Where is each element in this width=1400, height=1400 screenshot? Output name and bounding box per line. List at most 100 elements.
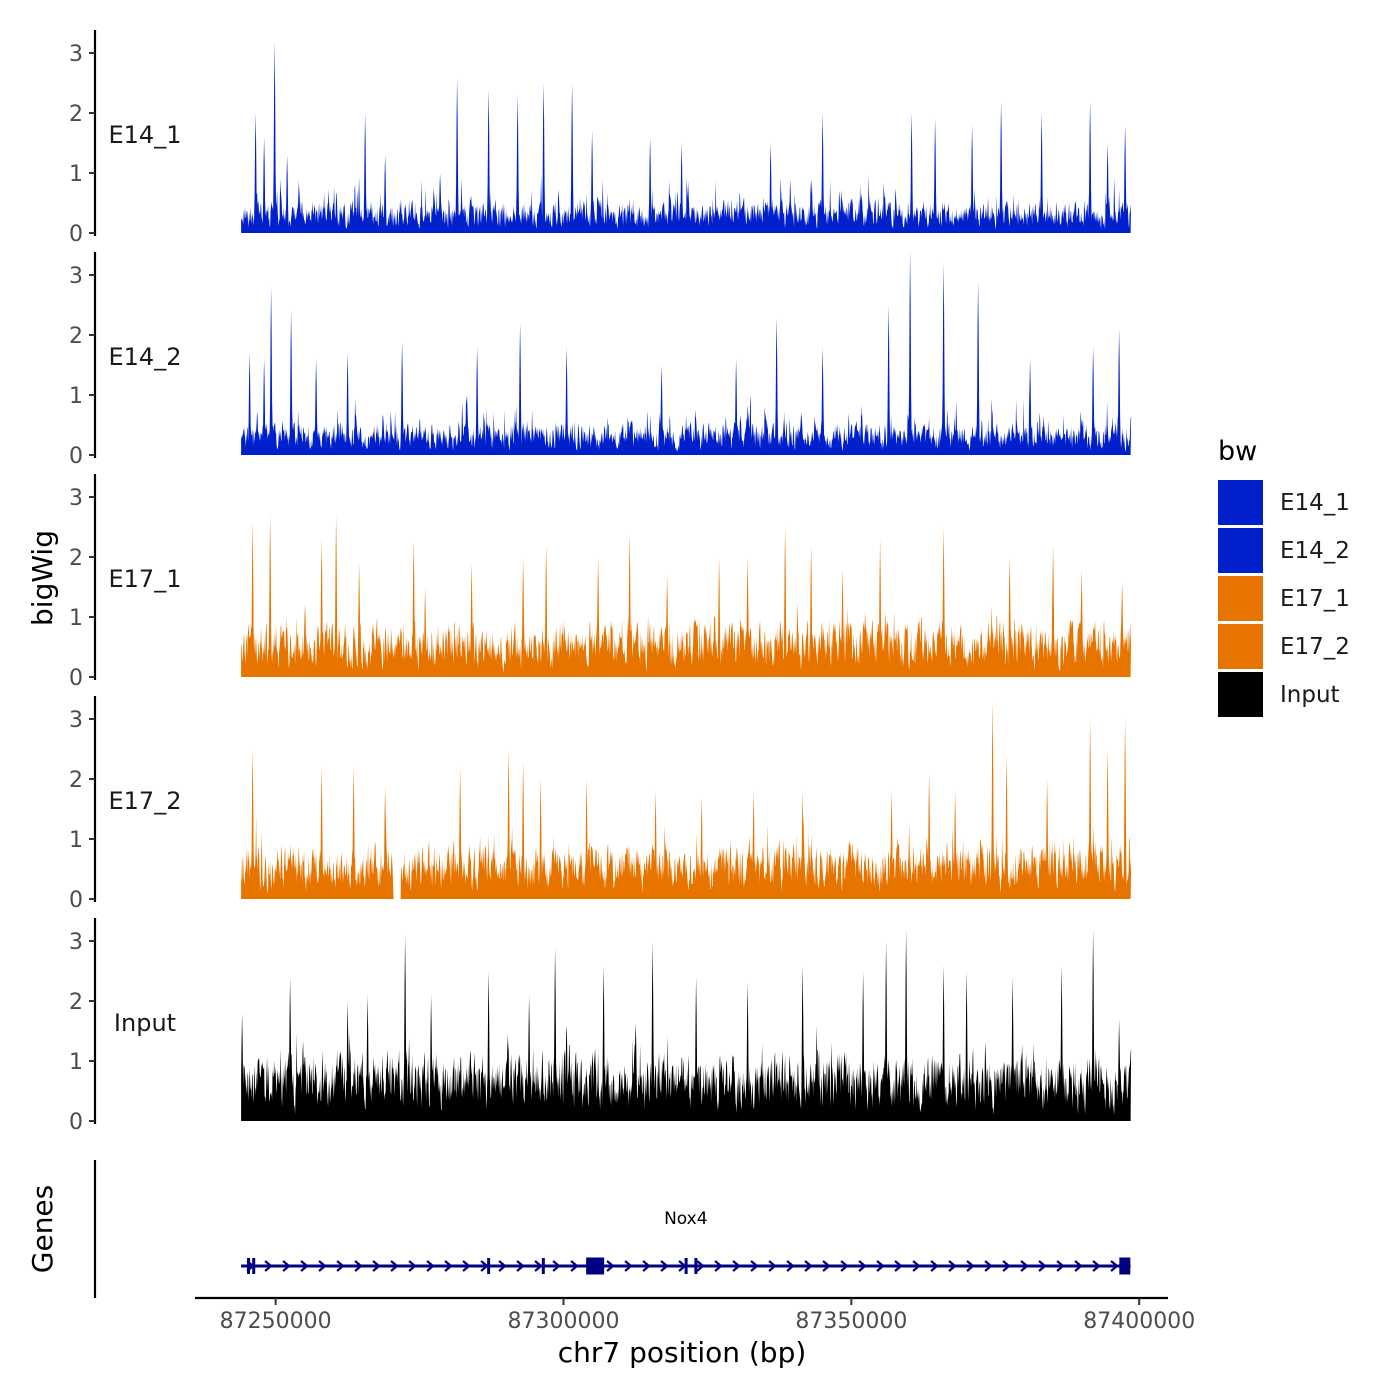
strand-arrow [948, 1260, 957, 1272]
y-tick-label-E14_2-3: 3 [69, 264, 83, 289]
signal-area-Input [241, 929, 1132, 1121]
exon-Nox4-8 [1119, 1257, 1131, 1275]
strand-arrow [804, 1260, 813, 1272]
legend-swatch-Input [1218, 672, 1263, 717]
strand-arrow [930, 1260, 939, 1272]
track-label-E14_2: E14_2 [109, 343, 182, 371]
strand-arrow [732, 1260, 741, 1272]
strand-arrow [750, 1260, 759, 1272]
strand-arrow [786, 1260, 795, 1272]
exon-Nox4-2 [252, 1258, 256, 1274]
legend-label-E17_2: E17_2 [1280, 634, 1350, 660]
strand-arrow [660, 1260, 669, 1272]
strand-arrow [822, 1260, 831, 1272]
track-E17_1: 0 1 2 3 E17_1 [69, 474, 1132, 691]
y-tick-label-E14_1-3: 3 [69, 42, 83, 67]
x-tick-label-87300000: 87300000 [507, 1309, 619, 1334]
signal-area-E17_2 [241, 701, 1132, 899]
exon-Nox4-5 [586, 1257, 605, 1275]
y-tick-label-E17_2-1: 1 [69, 828, 83, 853]
y-tick-label-E17_2-2: 2 [69, 768, 83, 793]
y-axis-title: bigWig [26, 530, 59, 626]
track-label-E17_1: E17_1 [109, 565, 182, 593]
y-tick-label-Input-3: 3 [69, 930, 83, 955]
strand-arrow [1020, 1260, 1029, 1272]
x-axis-title: chr7 position (bp) [558, 1336, 807, 1369]
strand-arrow [606, 1260, 615, 1272]
track-Input: 0 1 2 3 Input [69, 918, 1132, 1135]
x-tick-label-87400000: 87400000 [1083, 1309, 1195, 1334]
track-E14_1: 0 1 2 3 E14_1 [69, 30, 1132, 247]
x-tick-label-87250000: 87250000 [220, 1309, 332, 1334]
strand-arrow [966, 1260, 975, 1272]
gene-track: Genes Nox4 [26, 1160, 1131, 1298]
exon-Nox4-3 [487, 1258, 491, 1274]
y-tick-label-E14_1-0: 0 [69, 222, 83, 247]
track-E14_2: 0 1 2 3 E14_2 [69, 251, 1132, 469]
y-tick-label-E17_1-2: 2 [69, 546, 83, 571]
strand-arrow [1002, 1260, 1011, 1272]
exon-Nox4-7 [694, 1258, 698, 1274]
strand-arrow [840, 1260, 849, 1272]
strand-arrow [498, 1260, 507, 1272]
strand-arrow [552, 1260, 561, 1272]
strand-arrow [318, 1260, 327, 1272]
strand-arrow [642, 1260, 651, 1272]
track-E17_2: 0 1 2 3 E17_2 [69, 696, 1132, 913]
y-tick-label-E17_1-0: 0 [69, 666, 83, 691]
strand-arrow [858, 1260, 867, 1272]
strand-arrow [1074, 1260, 1083, 1272]
strand-arrow [624, 1260, 633, 1272]
strand-arrow [768, 1260, 777, 1272]
strand-arrow [444, 1260, 453, 1272]
legend-label-E14_1: E14_1 [1280, 490, 1350, 516]
y-tick-label-E14_2-0: 0 [69, 444, 83, 469]
y-tick-label-Input-1: 1 [69, 1050, 83, 1075]
strand-arrow [1092, 1260, 1101, 1272]
strand-arrow [408, 1260, 417, 1272]
legend: bw E14_1 E14_2 E17_1 E17_2 Input [1218, 436, 1350, 717]
legend-swatch-E14_1 [1218, 480, 1263, 525]
signal-area-E14_1 [241, 41, 1132, 233]
legend-swatch-E14_2 [1218, 528, 1263, 573]
y-tick-label-E17_1-1: 1 [69, 606, 83, 631]
genes-axis-title: Genes [26, 1185, 59, 1273]
signal-area-E17_1 [241, 515, 1132, 677]
y-tick-label-E14_1-2: 2 [69, 102, 83, 127]
strand-arrow [714, 1260, 723, 1272]
y-tick-label-Input-0: 0 [69, 1110, 83, 1135]
strand-arrow [1056, 1260, 1065, 1272]
y-tick-label-E17_2-0: 0 [69, 888, 83, 913]
strand-arrow [336, 1260, 345, 1272]
y-tick-label-E14_2-1: 1 [69, 384, 83, 409]
y-tick-label-E14_1-1: 1 [69, 162, 83, 187]
track-label-E17_2: E17_2 [109, 787, 182, 815]
legend-label-E17_1: E17_1 [1280, 586, 1350, 612]
gene-label-Nox4: Nox4 [664, 1209, 707, 1229]
strand-arrow [1110, 1260, 1119, 1272]
y-tick-label-E17_1-3: 3 [69, 486, 83, 511]
legend-label-E14_2: E14_2 [1280, 538, 1350, 564]
strand-arrow [696, 1260, 705, 1272]
x-tick-label-87350000: 87350000 [795, 1309, 907, 1334]
strand-arrow [372, 1260, 381, 1272]
strand-arrow [534, 1260, 543, 1272]
strand-arrow [894, 1260, 903, 1272]
strand-arrow [480, 1260, 489, 1272]
strand-arrow [516, 1260, 525, 1272]
y-tick-label-E14_2-2: 2 [69, 324, 83, 349]
y-tick-label-E17_2-3: 3 [69, 708, 83, 733]
x-axis: 87250000 87300000 87350000 87400000 [195, 1296, 1195, 1334]
track-label-E14_1: E14_1 [109, 121, 182, 149]
strand-arrow [876, 1260, 885, 1272]
strand-arrow [1038, 1260, 1047, 1272]
strand-arrow [912, 1260, 921, 1272]
strand-arrow [570, 1260, 579, 1272]
strand-arrow [282, 1260, 291, 1272]
strand-arrow [264, 1260, 273, 1272]
signal-area-E14_2 [241, 251, 1132, 455]
legend-swatch-E17_1 [1218, 576, 1263, 621]
strand-arrow [300, 1260, 309, 1272]
legend-label-Input: Input [1280, 682, 1340, 708]
